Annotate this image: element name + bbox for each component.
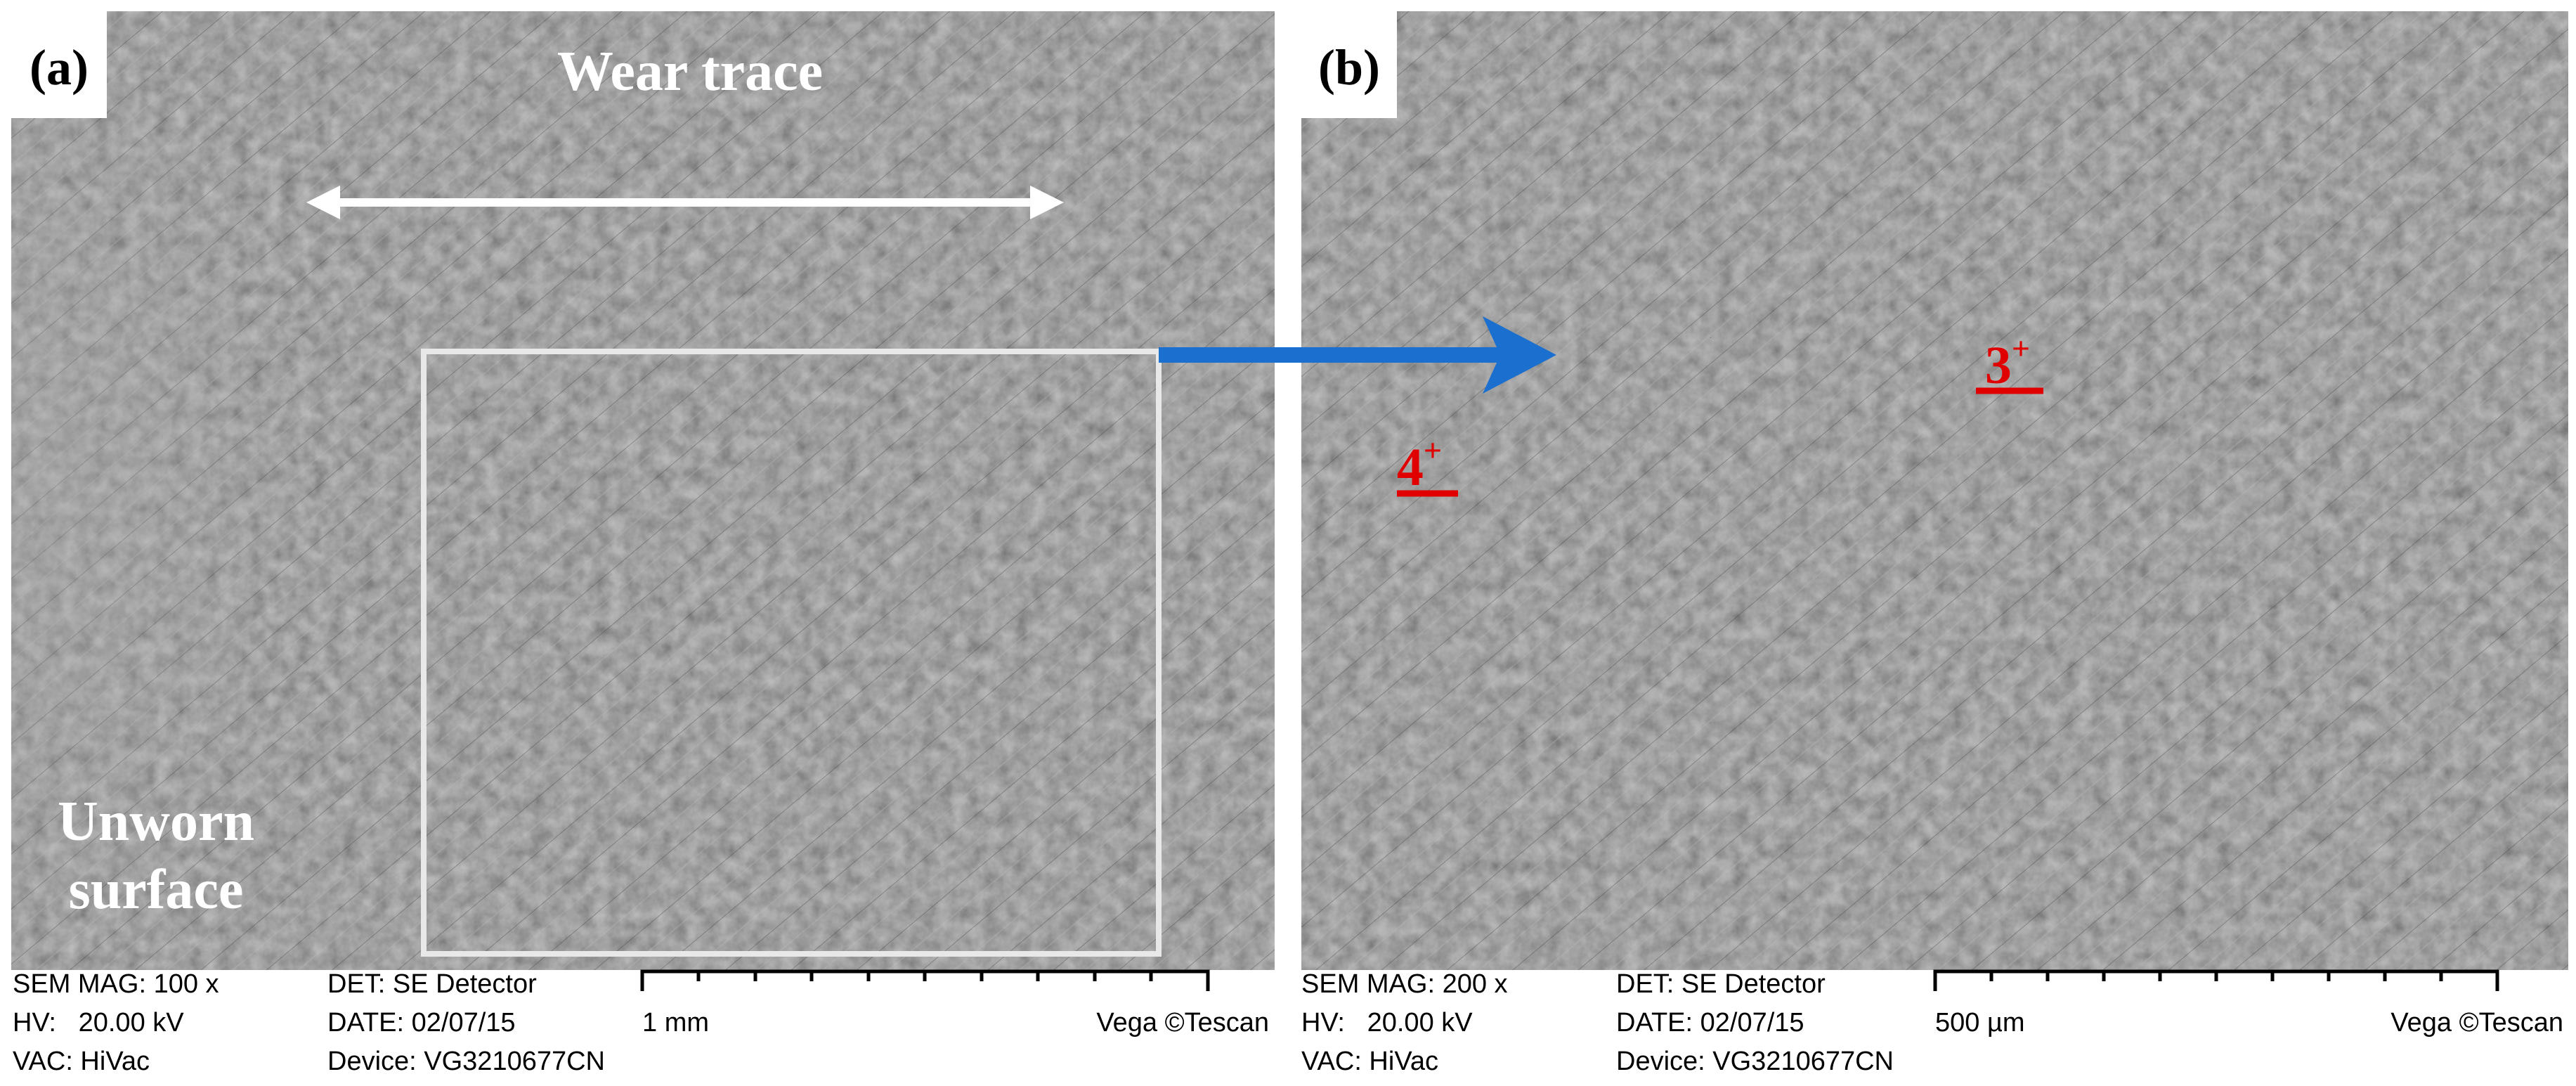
- annotation: Unworn: [58, 791, 254, 853]
- info-text: SEM MAG: 100 x: [13, 969, 219, 999]
- info-text: SEM MAG: 200 x: [1301, 969, 1508, 999]
- info-text: Device: VG3210677CN: [327, 1047, 605, 1076]
- info-text: DET: SE Detector: [327, 969, 537, 999]
- marker: 3+: [1985, 330, 2030, 395]
- panel-b: (b) 3+ 4+: [1301, 11, 2568, 970]
- annotation: Wear trace: [557, 41, 823, 103]
- scale-bar: [640, 969, 1210, 991]
- info-text: HV: 20.00 kV: [13, 1008, 184, 1037]
- panel-label: (a): [30, 39, 89, 96]
- scale-label: 1 mm: [642, 1008, 709, 1037]
- info-text: HV: 20.00 kV: [1301, 1008, 1473, 1037]
- marker-sup: +: [1424, 432, 1442, 468]
- panel-a: (a) Wear trace Unworn surface: [11, 11, 1275, 970]
- info-bar-b: SEM MAG: 200 x HV: 20.00 kV VAC: HiVac D…: [1301, 969, 2563, 1076]
- scratches: [1301, 11, 2568, 970]
- marker: 4+: [1397, 432, 1442, 497]
- vendor: Vega ©Tescan: [2390, 1008, 2563, 1037]
- panel-label: (b): [1318, 39, 1380, 96]
- marker-sup: +: [2012, 330, 2030, 366]
- vendor: Vega ©Tescan: [1096, 1008, 1269, 1037]
- marker-number: 3: [1985, 336, 2012, 395]
- label-box: [1301, 11, 1397, 118]
- link-arrowhead: [1483, 316, 1556, 394]
- info-text: VAC: HiVac: [13, 1047, 150, 1076]
- scale-label: 500 µm: [1935, 1008, 2025, 1037]
- info-text: Device: VG3210677CN: [1616, 1047, 1894, 1076]
- info-text: VAC: HiVac: [1301, 1047, 1438, 1076]
- scale-bar: [1933, 969, 2499, 991]
- label-box: [11, 11, 107, 118]
- info-text: DATE: 02/07/15: [327, 1008, 516, 1037]
- marker-number: 4: [1397, 438, 1424, 497]
- annotation: surface: [69, 859, 244, 921]
- info-text: DET: SE Detector: [1616, 969, 1826, 999]
- info-text: DATE: 02/07/15: [1616, 1008, 1804, 1037]
- zoom-box: [421, 349, 1162, 957]
- info-bar-a: SEM MAG: 100 x HV: 20.00 kV VAC: HiVac D…: [13, 969, 1269, 1076]
